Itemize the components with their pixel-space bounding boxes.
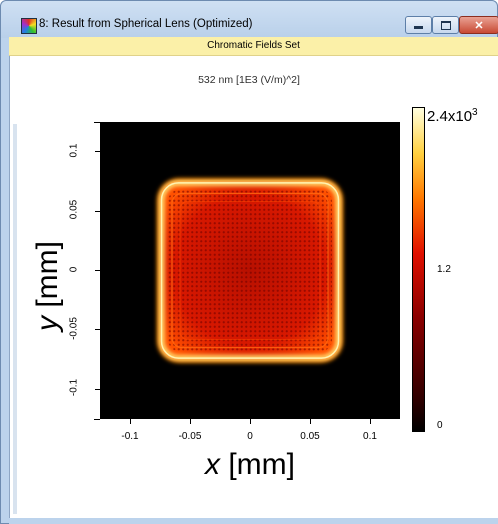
- maximize-icon: [440, 20, 451, 30]
- minimize-icon: [414, 26, 423, 29]
- colorbar: [412, 107, 425, 432]
- y-tick-label: -0.1: [68, 379, 80, 397]
- field-edge-line: [160, 182, 340, 359]
- x-tick-label: 0: [247, 431, 253, 442]
- x-axis-unit: [mm]: [220, 448, 295, 481]
- y-tick: [95, 270, 100, 271]
- x-tick: [309, 419, 311, 424]
- axis-corner-mark: [94, 121, 100, 123]
- y-axis-symbol: y: [31, 316, 64, 331]
- close-button[interactable]: ✕: [459, 16, 498, 34]
- y-axis-label: y [mm]: [31, 236, 71, 336]
- y-tick: [95, 329, 100, 331]
- side-strip: [13, 124, 17, 514]
- y-axis-unit: [mm]: [31, 241, 64, 316]
- colorbar-max-exponent: 3: [472, 107, 478, 118]
- minimize-button[interactable]: [405, 16, 432, 34]
- fields-set-bar: Chromatic Fields Set: [9, 37, 498, 56]
- colorbar-max-label: 2.4x103: [427, 107, 478, 125]
- close-icon: ✕: [474, 19, 484, 32]
- x-axis-label: x [mm]: [150, 448, 350, 482]
- colorbar-max-mantissa: 2.4x10: [427, 108, 473, 125]
- field-heatmap: [157, 178, 343, 363]
- x-tick: [129, 419, 131, 424]
- field-plot[interactable]: [100, 122, 400, 419]
- y-tick-label: 0.05: [68, 199, 80, 220]
- y-tick: [95, 151, 100, 153]
- axis-corner-mark: [94, 418, 100, 420]
- y-tick: [95, 388, 100, 390]
- x-axis-symbol: x: [205, 448, 220, 481]
- colorbar-min-label: 0: [437, 420, 443, 431]
- maximize-button[interactable]: [432, 16, 459, 34]
- colorbar-mid-label: 1.2: [437, 264, 451, 275]
- window-bottom-border: [9, 518, 498, 524]
- field-ripples: [168, 189, 332, 352]
- x-tick-label: 0.1: [363, 431, 377, 442]
- x-tick: [189, 419, 191, 424]
- x-tick-label: -0.1: [121, 431, 139, 442]
- plot-header: 532 nm [1E3 (V/m)^2]: [198, 74, 300, 86]
- app-icon: [21, 18, 37, 34]
- x-tick-label: -0.05: [178, 431, 202, 442]
- x-tick: [369, 419, 371, 424]
- window-title: 8: Result from Spherical Lens (Optimized…: [39, 18, 253, 30]
- field-inner-fringe: [171, 192, 329, 349]
- x-tick: [249, 419, 251, 424]
- y-tick: [95, 210, 100, 212]
- field-inner-fringe-2: [179, 200, 321, 341]
- title-bar[interactable]: 8: Result from Spherical Lens (Optimized…: [1, 1, 498, 38]
- y-tick-label: 0.1: [68, 143, 80, 158]
- x-tick-label: 0.05: [300, 431, 320, 442]
